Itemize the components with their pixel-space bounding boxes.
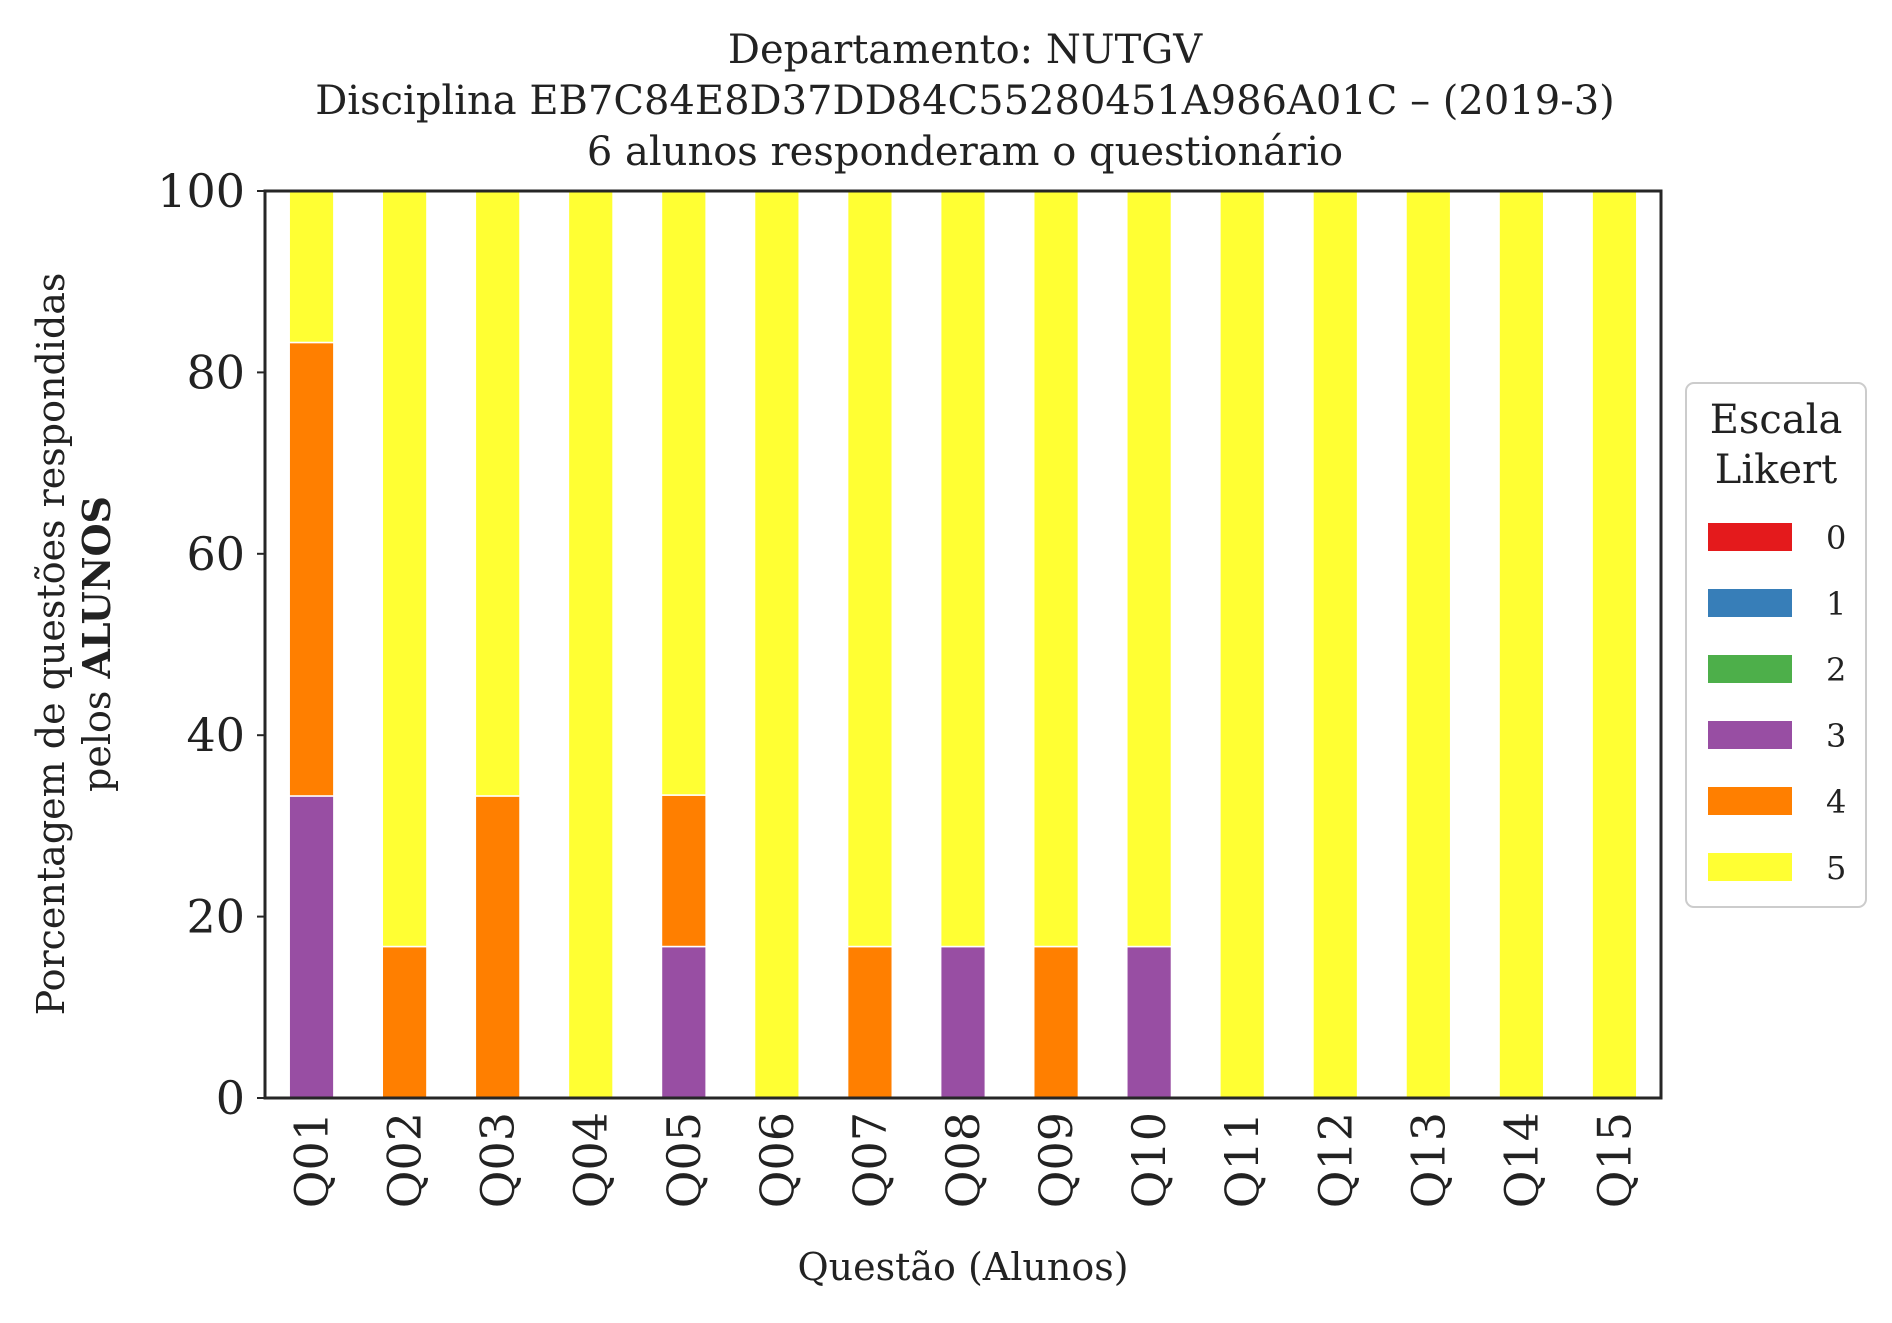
bar-q01-scale-4 [288, 341, 335, 797]
y-axis-label-line-2: pelos ALUNOS [74, 496, 119, 792]
x-tick-label-q05: Q05 [657, 1112, 711, 1208]
x-tick-label-q09: Q09 [1029, 1112, 1083, 1208]
legend-items: 0 1 2 3 4 5 [1708, 519, 1846, 887]
bar-q02-scale-5 [381, 190, 428, 948]
y-tick-label: 0 [216, 1071, 245, 1125]
legend-label-2: 2 [1826, 651, 1846, 689]
y-axis-ticks: 0 20 40 60 80 100 [157, 164, 265, 1125]
bar-q13-scale-5 [1405, 190, 1452, 1099]
x-tick-label-q15: Q15 [1587, 1112, 1641, 1208]
y-axis-label: Porcentagem de questões respondidas pelo… [29, 273, 119, 1016]
legend-swatch-4 [1708, 787, 1792, 815]
legend-swatch-5 [1708, 853, 1792, 881]
y-axis-label-bold: ALUNOS [74, 496, 119, 680]
chart-title-line-3: 6 alunos responderam o questionário [587, 129, 1343, 175]
x-tick-label-q08: Q08 [936, 1112, 990, 1208]
bar-q05-scale-4 [660, 794, 707, 948]
legend-swatch-2 [1708, 655, 1792, 683]
legend-title-line-1: Escala [1710, 397, 1843, 443]
x-tick-label-q12: Q12 [1308, 1112, 1362, 1208]
bar-q04-scale-5 [567, 190, 614, 1099]
bar-q03-scale-4 [474, 795, 521, 1099]
x-tick-label-q13: Q13 [1401, 1112, 1455, 1208]
bar-q05-scale-5 [660, 190, 707, 796]
legend-swatch-1 [1708, 589, 1792, 617]
legend-title-line-2: Likert [1715, 447, 1837, 493]
x-tick-label-q03: Q03 [471, 1112, 525, 1208]
bar-q11-scale-5 [1219, 190, 1266, 1099]
legend-box [1685, 382, 1867, 908]
legend-swatch-3 [1708, 721, 1792, 749]
legend-label-3: 3 [1826, 717, 1846, 755]
bar-q10-scale-3 [1126, 945, 1173, 1099]
x-tick-label-q04: Q04 [564, 1112, 618, 1208]
bar-q09-scale-5 [1032, 190, 1080, 948]
chart-title-line-1: Departamento: NUTGV [728, 27, 1203, 73]
bar-q12-scale-5 [1312, 190, 1359, 1099]
chart-title: Departamento: NUTGV Disciplina EB7C84E8D… [315, 27, 1615, 175]
y-tick-label: 60 [186, 527, 245, 581]
legend: Escala Likert 0 1 2 3 4 5 [1685, 382, 1867, 908]
legend-label-1: 1 [1826, 585, 1846, 623]
x-tick-label-q07: Q07 [843, 1112, 897, 1208]
plot-frame [263, 189, 1663, 1100]
x-axis-label: Questão (Alunos) [797, 1245, 1128, 1289]
y-tick-label: 20 [186, 890, 245, 944]
bar-q14-scale-5 [1498, 190, 1545, 1099]
x-axis-ticks: Q01 Q02 Q03 Q04 Q05 Q06 Q07 Q08 Q09 Q10 Q11 Q12 Q13 Q… [285, 1112, 1642, 1208]
y-axis-label-prefix: pelos [75, 679, 119, 792]
bar-q01-scale-3 [288, 795, 335, 1099]
bars-layer [288, 190, 1638, 1099]
bar-q09-scale-4 [1032, 945, 1080, 1099]
x-tick-label-q10: Q10 [1122, 1112, 1176, 1208]
legend-swatch-0 [1708, 523, 1792, 551]
y-tick-label: 40 [186, 708, 245, 762]
x-tick-label-q11: Q11 [1215, 1112, 1269, 1208]
x-tick-label-q06: Q06 [750, 1112, 804, 1208]
legend-label-0: 0 [1826, 519, 1846, 557]
x-tick-label-q01: Q01 [285, 1112, 339, 1208]
bar-q05-scale-3 [660, 945, 707, 1099]
bar-q10-scale-5 [1126, 190, 1173, 948]
bar-q06-scale-5 [753, 190, 800, 1099]
bar-q15-scale-5 [1591, 190, 1638, 1099]
bar-q03-scale-5 [474, 190, 521, 797]
y-axis-label-line-1: Porcentagem de questões respondidas [29, 273, 73, 1016]
y-tick-label: 100 [157, 164, 245, 218]
x-tick-label-q14: Q14 [1494, 1112, 1548, 1208]
legend-label-5: 5 [1826, 849, 1846, 887]
legend-label-4: 4 [1826, 783, 1846, 821]
bar-q07-scale-5 [846, 190, 894, 948]
bar-q01-scale-5 [288, 190, 335, 344]
chart-title-line-2: Disciplina EB7C84E8D37DD84C55280451A986A… [315, 78, 1615, 124]
bar-q08-scale-3 [939, 945, 987, 1099]
bar-q07-scale-4 [846, 945, 894, 1099]
y-tick-label: 80 [186, 345, 245, 399]
bar-q02-scale-4 [381, 945, 428, 1099]
x-tick-label-q02: Q02 [378, 1112, 432, 1208]
bar-q08-scale-5 [939, 190, 987, 948]
